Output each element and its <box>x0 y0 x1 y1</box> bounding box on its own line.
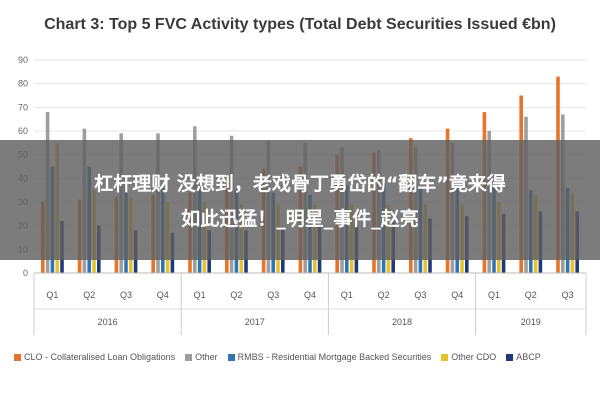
legend-label: ABCP <box>516 352 541 362</box>
y-tick-label: 80 <box>18 79 28 89</box>
legend-swatch <box>227 354 235 362</box>
banner-headline-line1[interactable]: 杠杆理财 没想到，老戏骨丁勇岱的“翻车”竟来得 <box>94 173 506 195</box>
x-tick-label: Q1 <box>488 290 500 300</box>
legend-swatch <box>185 354 193 362</box>
x-tick-label: Q3 <box>267 290 279 300</box>
group-label: 2017 <box>245 317 265 327</box>
legend-item: Other <box>185 352 218 362</box>
x-tick-label: Q1 <box>46 290 58 300</box>
chart-title: Chart 3: Top 5 FVC Activity types (Total… <box>44 16 556 33</box>
legend-item: RMBS - Residential Mortgage Backed Secur… <box>227 352 432 362</box>
chart-legend: CLO - Collateralised Loan Obligations Oth… <box>14 352 594 362</box>
legend-label: Other <box>195 352 218 362</box>
group-label: 2019 <box>521 317 541 327</box>
legend-item: CLO - Collateralised Loan Obligations <box>14 352 175 362</box>
legend-swatch <box>506 354 514 362</box>
x-tick-label: Q4 <box>451 290 463 300</box>
y-tick-label: 90 <box>18 55 28 65</box>
legend-label: CLO - Collateralised Loan Obligations <box>24 352 176 362</box>
x-tick-label: Q3 <box>414 290 426 300</box>
y-tick-label: 60 <box>18 126 28 136</box>
x-tick-label: Q2 <box>525 290 537 300</box>
x-tick-label: Q2 <box>83 290 95 300</box>
x-tick-label: Q1 <box>341 290 353 300</box>
x-tick-label: Q4 <box>157 290 169 300</box>
y-tick-label: 0 <box>23 268 28 278</box>
legend-item: Other CDO <box>441 352 496 362</box>
legend-swatch <box>14 354 21 362</box>
banner-headline-line2[interactable]: 如此迅猛！_明星_事件_赵亮 <box>181 208 419 230</box>
x-tick-label: Q3 <box>562 290 574 300</box>
legend-item: ABCP <box>506 352 541 362</box>
legend-label: RMBS - Residential Mortgage Backed Secur… <box>237 352 432 362</box>
y-tick-label: 70 <box>18 102 28 112</box>
group-label: 2018 <box>392 317 412 327</box>
overlay-banner[interactable] <box>0 140 600 260</box>
x-tick-label: Q1 <box>194 290 206 300</box>
x-tick-label: Q3 <box>120 290 132 300</box>
x-tick-label: Q4 <box>304 290 316 300</box>
x-tick-label: Q2 <box>378 290 390 300</box>
legend-swatch <box>441 354 449 362</box>
legend-label: Other CDO <box>451 352 497 362</box>
group-label: 2016 <box>98 317 118 327</box>
x-tick-label: Q2 <box>230 290 242 300</box>
